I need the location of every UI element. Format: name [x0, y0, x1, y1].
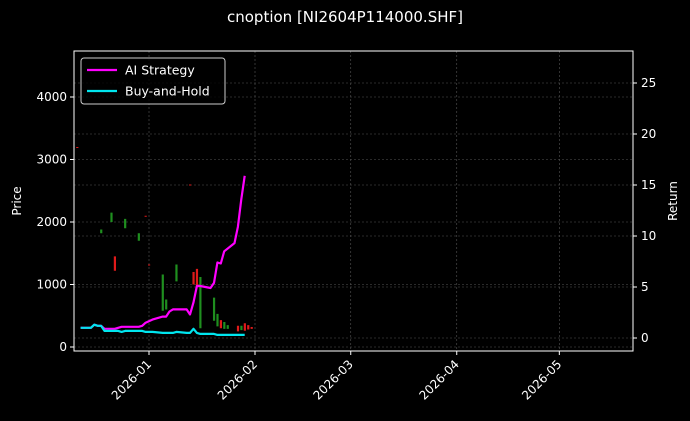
candle: [113, 256, 117, 271]
x-tick-label: 2026-02: [215, 357, 260, 402]
plot-frame: [73, 50, 634, 352]
candle: [195, 268, 199, 286]
candle: [199, 277, 202, 329]
axes: 2026-01 2026-02 2026-03 2026-04 2026-05 0 1000…: [10, 76, 680, 403]
candle: [240, 325, 243, 331]
legend-label: AI Strategy: [125, 63, 195, 78]
candle: [137, 233, 140, 241]
candle: [76, 147, 79, 148]
candle: [212, 297, 216, 321]
candle: [223, 322, 226, 329]
legend: AI Strategy Buy-and-Hold: [80, 57, 226, 105]
candle: [189, 184, 192, 186]
candle: [144, 215, 147, 217]
y2-tick-label: 10: [641, 229, 656, 243]
y2-tick-label: 25: [641, 76, 656, 90]
x-tick-label: 2026-03: [311, 357, 356, 402]
candle: [165, 299, 168, 310]
candle: [100, 229, 103, 234]
candle: [247, 325, 250, 330]
x-tick-label: 2026-05: [519, 357, 564, 402]
candle: [236, 325, 240, 332]
ai-strategy-line: [80, 175, 246, 330]
candle: [161, 274, 164, 311]
x-tick-label: 2026-04: [417, 357, 462, 402]
y-tick-label: 2000: [36, 215, 67, 229]
chart-title: cnoption [NI2604P114000.SHF]: [227, 8, 463, 26]
candle: [192, 272, 195, 285]
y2-tick-label: 5: [641, 280, 649, 294]
y-axis-label: Price: [10, 186, 24, 215]
candle: [226, 325, 229, 329]
y-tick-label: 0: [59, 340, 67, 354]
candle: [250, 327, 253, 329]
x-tick-label: 2026-01: [109, 357, 154, 402]
candle: [110, 212, 113, 222]
legend-label: Buy-and-Hold: [125, 84, 210, 99]
candle: [124, 218, 127, 229]
series-lines: [80, 175, 246, 336]
y2-tick-label: 20: [641, 127, 656, 141]
y-tick-label: 3000: [36, 153, 67, 167]
candle: [175, 264, 178, 282]
buy-and-hold-line: [80, 323, 245, 336]
candle: [219, 320, 223, 329]
candle: [216, 313, 219, 327]
y2-tick-label: 0: [641, 331, 649, 345]
y-tick-label: 4000: [36, 90, 67, 104]
candle: [243, 323, 246, 331]
y-tick-label: 1000: [36, 278, 67, 292]
candle: [148, 264, 151, 266]
candlesticks: [76, 147, 253, 332]
y2-tick-label: 15: [641, 178, 656, 192]
y2-axis-label: Return: [666, 181, 680, 221]
